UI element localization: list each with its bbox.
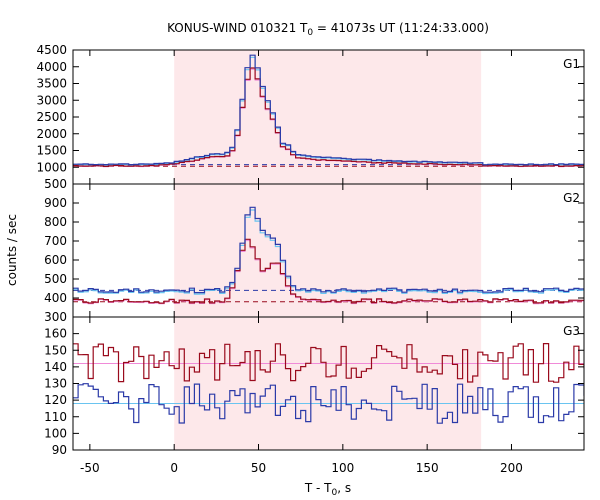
y-tick-label: 100	[44, 426, 67, 440]
series-group	[73, 54, 584, 168]
y-tick-label: 1500	[36, 144, 67, 158]
panel-label-g2: G2	[563, 191, 580, 205]
y-tick-label: 500	[44, 177, 67, 191]
x-tick-label: 0	[170, 461, 178, 475]
y-tick-label: 300	[44, 310, 67, 324]
y-tick-label: 4000	[36, 60, 67, 74]
y-tick-label: 90	[52, 443, 67, 457]
series-red-line	[73, 67, 584, 167]
y-tick-label: 600	[44, 253, 67, 267]
series-group	[73, 206, 584, 305]
y-tick-label: 400	[44, 291, 67, 305]
series-group	[73, 343, 584, 424]
y-tick-label: 500	[44, 272, 67, 286]
y-tick-label: 1000	[36, 160, 67, 174]
highlight-interval	[174, 317, 482, 450]
y-tick-label: 150	[44, 343, 67, 357]
series-blue-line	[73, 54, 584, 166]
y-tick-label: 160	[44, 327, 67, 341]
series-blue-line	[73, 383, 584, 424]
x-tick-label: 200	[500, 461, 523, 475]
series-blue-line	[73, 206, 584, 294]
highlight-interval	[174, 184, 482, 317]
y-tick-label: 2500	[36, 110, 67, 124]
y-axis-label: counts / sec	[5, 214, 19, 286]
y-tick-label: 800	[44, 215, 67, 229]
y-tick-label: 130	[44, 377, 67, 391]
x-tick-label: 100	[331, 461, 354, 475]
panels: 50010001500200025003000350040004500G1300…	[36, 43, 585, 475]
y-tick-label: 700	[44, 234, 67, 248]
y-tick-label: 3500	[36, 77, 67, 91]
y-tick-label: 120	[44, 393, 67, 407]
series-red-line	[73, 343, 584, 383]
chart-title: KONUS-WIND 010321 T0 = 41073s UT (11:24:…	[167, 21, 489, 38]
y-tick-label: 140	[44, 360, 67, 374]
panel-label-g1: G1	[563, 57, 580, 71]
y-tick-label: 110	[44, 410, 67, 424]
panel-label-g3: G3	[563, 324, 580, 338]
x-tick-label: 150	[416, 461, 439, 475]
y-tick-label: 4500	[36, 43, 67, 57]
series-red-line	[73, 238, 584, 304]
x-tick-label: 50	[251, 461, 266, 475]
x-tick-label: -50	[80, 461, 100, 475]
y-tick-label: 3000	[36, 93, 67, 107]
x-axis-label: T - T0, s	[304, 481, 351, 498]
y-tick-label: 900	[44, 196, 67, 210]
y-tick-label: 2000	[36, 127, 67, 141]
